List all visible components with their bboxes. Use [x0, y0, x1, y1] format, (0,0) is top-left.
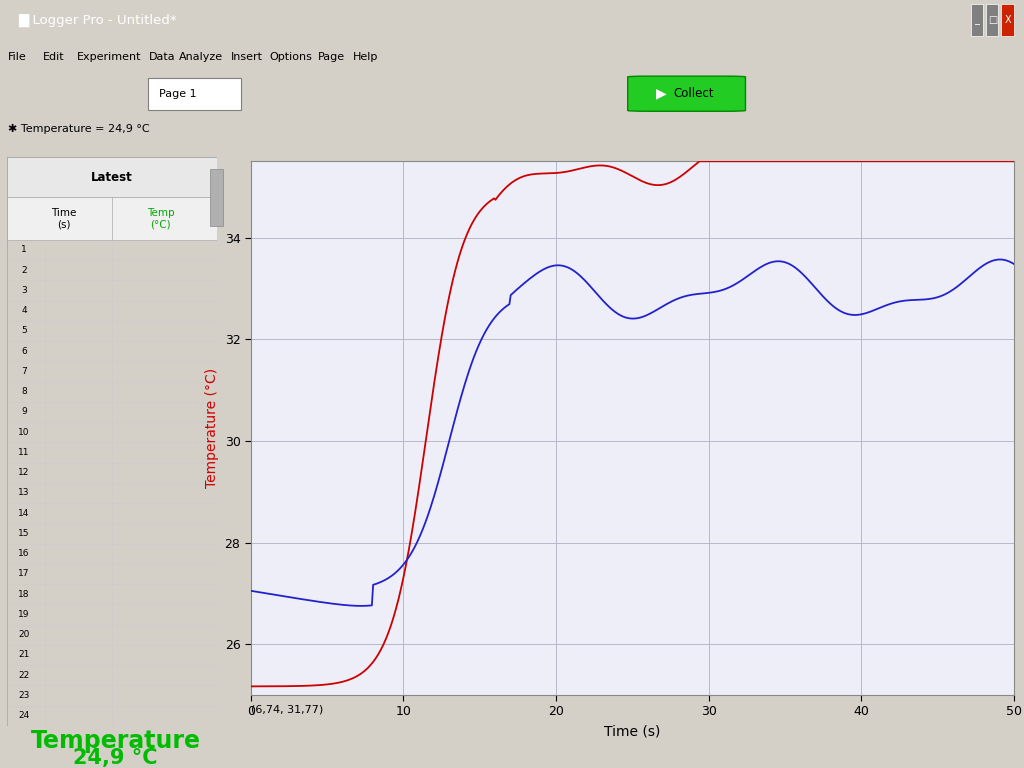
Text: ▶: ▶	[656, 87, 667, 101]
FancyBboxPatch shape	[1001, 4, 1014, 36]
Bar	[210, 169, 222, 226]
Text: 13: 13	[18, 488, 30, 498]
Text: 3: 3	[22, 286, 27, 295]
Text: 19: 19	[18, 610, 30, 619]
Text: 1: 1	[22, 246, 27, 254]
Text: File: File	[8, 51, 27, 62]
Text: 20: 20	[18, 631, 30, 639]
FancyBboxPatch shape	[971, 4, 983, 36]
Text: 4: 4	[22, 306, 27, 315]
Text: 12: 12	[18, 468, 30, 477]
Text: Page 1: Page 1	[159, 88, 197, 99]
Text: 24: 24	[18, 711, 30, 720]
Text: 24,9 °C: 24,9 °C	[74, 748, 158, 768]
Text: 5: 5	[22, 326, 27, 336]
Text: 18: 18	[18, 590, 30, 599]
Text: Page: Page	[317, 51, 344, 62]
Text: 15: 15	[18, 529, 30, 538]
Text: Insert: Insert	[230, 51, 262, 62]
Text: 21: 21	[18, 650, 30, 660]
Text: Edit: Edit	[43, 51, 65, 62]
Text: 9: 9	[22, 408, 27, 416]
Text: 8: 8	[22, 387, 27, 396]
Text: ✱ Temperature = 24,9 °C: ✱ Temperature = 24,9 °C	[8, 124, 150, 134]
Text: Help: Help	[353, 51, 379, 62]
Text: 23: 23	[18, 691, 30, 700]
Text: Data: Data	[148, 51, 175, 62]
Text: Options: Options	[269, 51, 312, 62]
Text: 17: 17	[18, 569, 30, 578]
FancyBboxPatch shape	[148, 78, 241, 110]
Text: 10: 10	[18, 428, 30, 437]
X-axis label: Time (s): Time (s)	[604, 724, 660, 738]
Bar	[7, 197, 217, 240]
Text: 14: 14	[18, 508, 30, 518]
Text: Experiment: Experiment	[77, 51, 141, 62]
Text: Temperature: Temperature	[31, 729, 201, 753]
Text: 6: 6	[22, 346, 27, 356]
FancyBboxPatch shape	[628, 76, 745, 111]
Text: 11: 11	[18, 448, 30, 457]
Y-axis label: Temperature (°C): Temperature (°C)	[205, 368, 219, 488]
Text: Analyze: Analyze	[179, 51, 223, 62]
Bar	[7, 157, 217, 197]
Text: X: X	[1005, 15, 1011, 25]
Text: _: _	[975, 15, 979, 25]
Text: Temp
(°C): Temp (°C)	[146, 208, 174, 230]
Text: □: □	[987, 15, 997, 25]
Text: Latest: Latest	[91, 170, 133, 184]
FancyBboxPatch shape	[986, 4, 998, 36]
Text: Time
(s): Time (s)	[51, 208, 77, 230]
Text: █ Logger Pro - Untitled*: █ Logger Pro - Untitled*	[18, 13, 177, 27]
Text: 22: 22	[18, 670, 30, 680]
Text: Collect: Collect	[674, 88, 715, 100]
Text: 16: 16	[18, 549, 30, 558]
Text: 2: 2	[22, 266, 27, 275]
Text: (6,74, 31,77): (6,74, 31,77)	[251, 704, 324, 714]
Text: 7: 7	[22, 367, 27, 376]
